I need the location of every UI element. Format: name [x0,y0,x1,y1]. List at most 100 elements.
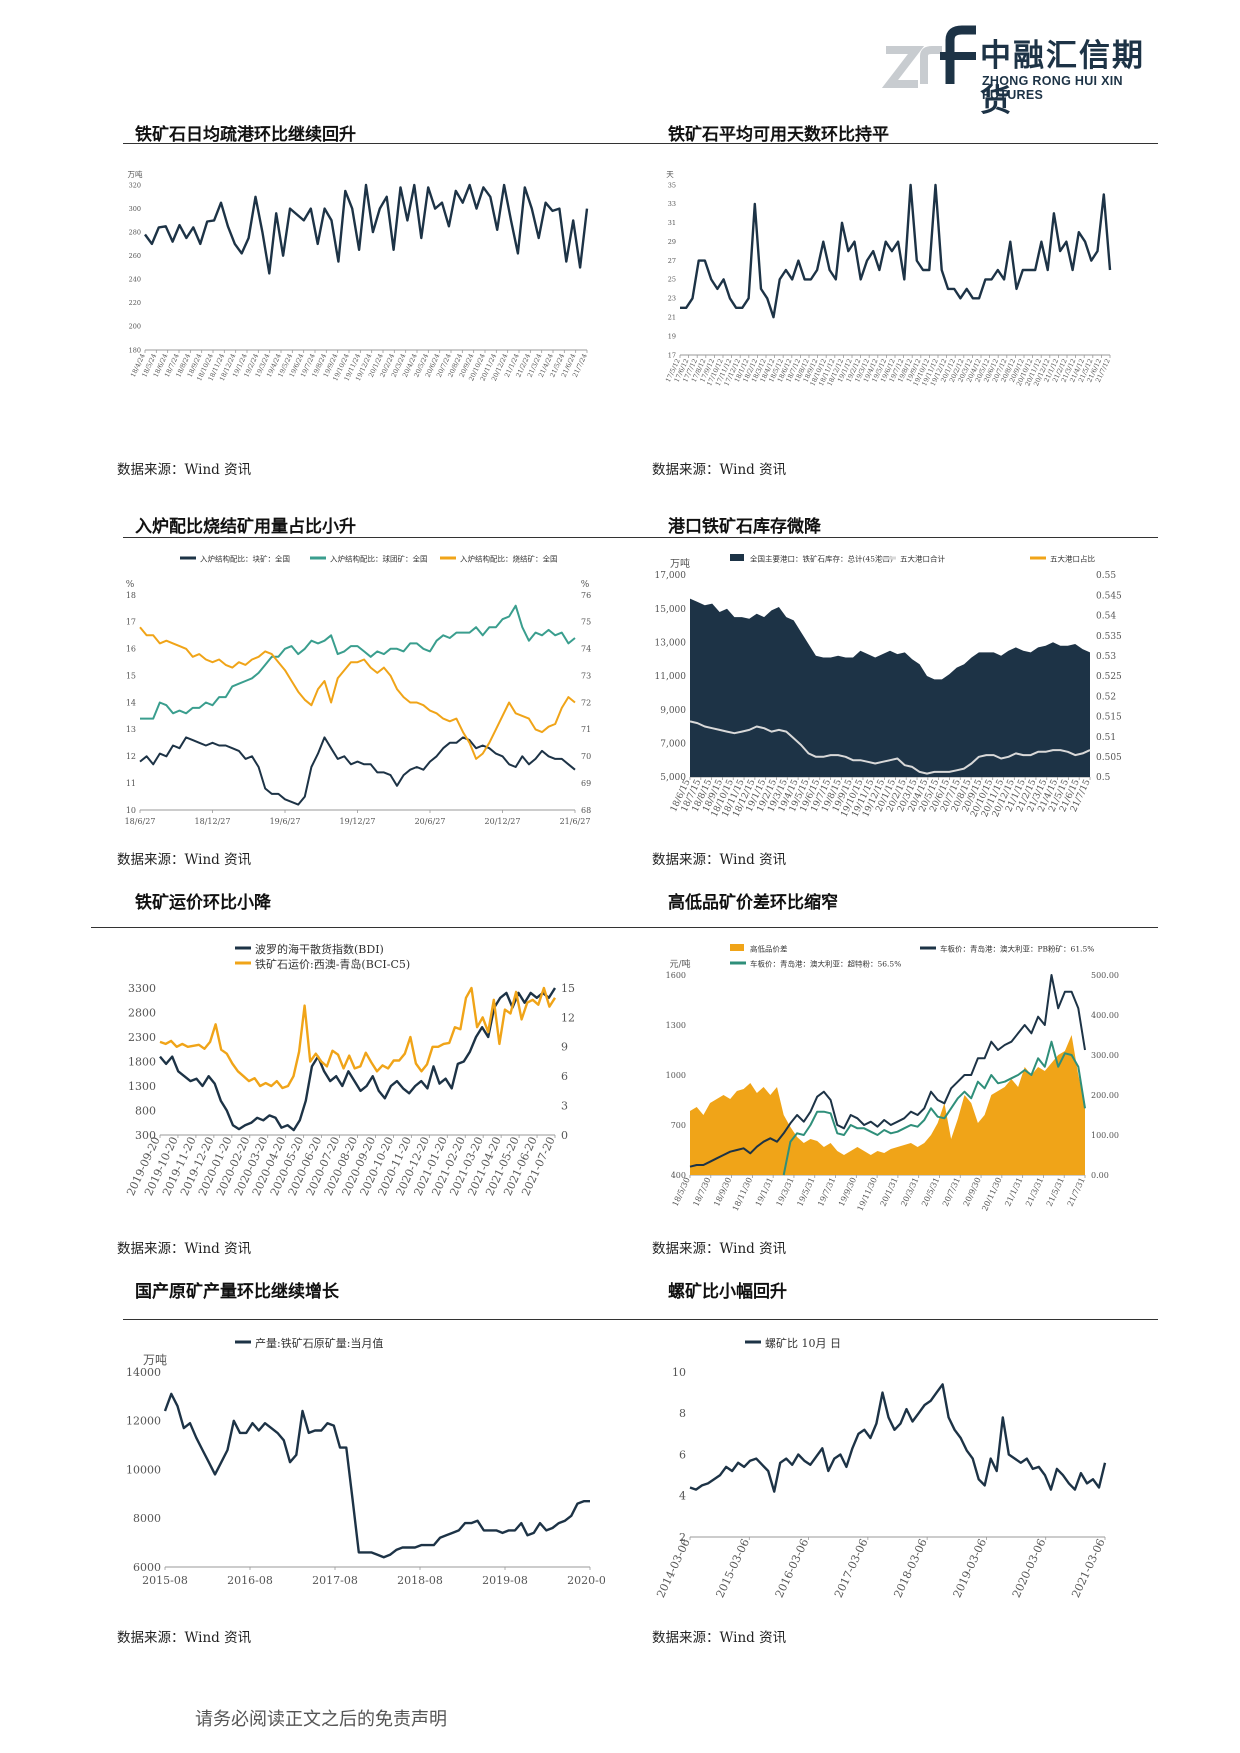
x-tick-label: 20/3/31 [899,1176,920,1208]
panel-title: 高低品矿价差环比缩窄 [668,893,838,913]
brand-name-cn: 中融汇信期货 [980,38,1145,119]
x-tick-label: 18/9/30 [712,1176,733,1208]
x-tick-label: 20/5/31 [920,1176,941,1208]
x-tick-label: 20/6/27 [415,817,446,826]
y-tick-label: 19 [668,332,676,340]
x-tick-label: 19/12/27 [340,817,376,826]
x-tick-label: 21/5/31 [1045,1176,1066,1208]
y-tick-label: 10000 [126,1463,161,1476]
y-tick-label: 5,000 [660,773,686,783]
y2-tick-label: 72 [581,698,591,707]
y-tick-label: 1300 [128,1080,156,1093]
x-tick-label: 20/1/31 [879,1176,900,1208]
source-note: 数据来源：Wind 资讯 [117,852,252,868]
divider [91,927,1158,928]
y-tick-label: 320 [129,181,141,189]
divider [123,143,1158,144]
y2-tick-label: 9 [561,1041,568,1054]
x-tick-label: 2019-03-06 [951,1537,990,1600]
chart-port-inventory: 5,000 7,000 9,000 11,000 13,000 15,000 17,000万… [655,554,1123,819]
y2-tick-label: 0.54 [1096,612,1116,622]
divider [123,537,1158,538]
y-tick-label: 10 [126,806,136,815]
y2-tick-label: 71 [581,725,591,734]
y-tick-label: 8 [679,1407,686,1420]
y2-tick-label: 0.55 [1096,571,1116,581]
y-tick-label: 240 [129,276,141,284]
x-tick-label: 21/7/31 [1066,1176,1087,1208]
series-line [163,1392,590,1559]
brand-name-en: ZHONG RONG HUI XIN FUTURES [982,74,1123,102]
y-tick-label: 14000 [126,1366,161,1379]
y2-tick-label: 400.00 [1091,1011,1119,1020]
x-tick-label: 2016-03-06 [773,1537,812,1600]
y-tick-label: 12 [126,752,136,761]
y-tick-label: 17,000 [655,571,687,581]
series-line [144,183,589,275]
source-note: 数据来源：Wind 资讯 [652,462,787,478]
y-tick-label: 15 [126,671,136,680]
y2-tick-label: 70 [581,752,591,761]
y-tick-label: 400 [671,1171,686,1180]
x-tick-label: 19/6/27 [270,817,301,826]
y2-axis-unit: % [581,580,590,590]
x-tick-label: 2015-08 [142,1574,188,1587]
y2-tick-label: 76 [581,591,591,600]
x-tick-label: 2016-08 [227,1574,273,1587]
legend-label: 入炉结构配比：块矿：全国 [200,554,290,564]
source-note: 数据来源：Wind 资讯 [117,462,252,478]
y-tick-label: 1800 [128,1055,156,1068]
y2-tick-label: 0.515 [1096,713,1122,723]
y-tick-label: 27 [668,257,676,265]
source-note: 数据来源：Wind 资讯 [117,1241,252,1257]
y-tick-label: 21 [668,313,676,321]
y-tick-label: 35 [668,181,676,189]
y2-tick-label: 0.525 [1096,672,1122,682]
series-line [159,986,557,1090]
legend-swatch [730,554,744,561]
y-tick-label: 300 [129,205,141,213]
source-note: 数据来源：Wind 资讯 [652,1241,787,1257]
x-tick-label: 18/7/30 [691,1176,712,1208]
y-tick-label: 800 [135,1104,156,1117]
chart-furnace-ratio: 10 11 12 13 14 15 16 17 18% 68 69 70 71 72 73 74 75 76% 18… [125,554,592,826]
y-tick-label: 13,000 [655,638,687,648]
y-tick-label: 23 [668,295,676,303]
x-tick-label: 20/9/30 [962,1176,983,1208]
y-axis-unit: 万吨 [670,557,690,570]
panel-title: 铁矿石平均可用天数环比持平 [668,125,889,145]
y2-tick-label: 74 [581,645,591,654]
y2-tick-label: 0.545 [1096,591,1122,601]
y-axis-unit: 天 [666,170,674,179]
y2-tick-label: 0.51 [1096,733,1116,743]
y2-tick-label: 0.535 [1096,632,1122,642]
x-tick-label: 2017-08 [312,1574,358,1587]
series-line [680,183,1112,319]
series-line [140,604,576,720]
legend-label: 全国主要港口：铁矿石库存：总计(45港口) [750,554,893,564]
y-tick-label: 14 [126,698,136,707]
x-tick-label: 19/5/31 [795,1176,816,1208]
legend-label: 铁矿石运价:西澳-青岛(BCI-C5) [255,957,410,971]
series-area [690,1035,1085,1175]
y2-tick-label: 0.5 [1096,773,1111,783]
series-line [782,1040,1086,1176]
x-tick-label: 20/11/30 [980,1176,1003,1212]
legend-label: 车板价：青岛港：澳大利亚：PB粉矿：61.5% [940,944,1094,954]
x-tick-label: 2018-03-06 [891,1537,930,1600]
source-note: 数据来源：Wind 资讯 [652,852,787,868]
chart-available-days: 17192123252729313335天17/5/1217/6/1217/7/… [664,170,1112,387]
company-logo: 中融汇信期货 ZHONG RONG HUI XIN FUTURES [880,22,1170,119]
y-tick-label: 2300 [128,1031,156,1044]
y-tick-label: 7,000 [660,739,686,749]
y-axis-unit: 万吨 [128,169,143,179]
x-tick-label: 2015-03-06 [713,1537,752,1600]
y2-tick-label: 100.00 [1091,1131,1119,1140]
y-tick-label: 15,000 [655,605,687,615]
y-axis-unit: 元/吨 [669,958,690,970]
y2-tick-label: 73 [581,671,591,680]
x-tick-label: 19/1/31 [754,1176,775,1208]
panel-title: 国产原矿产量环比继续增长 [135,1282,339,1302]
